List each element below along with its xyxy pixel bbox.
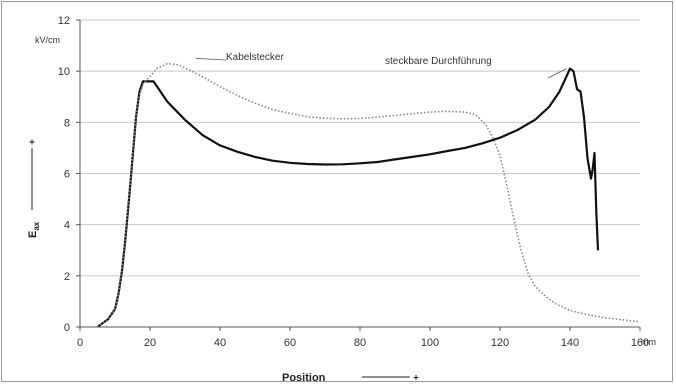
annotation-durchfuehrung: steckbare Durchführung — [385, 56, 492, 67]
x-tick-label: 100 — [421, 337, 439, 349]
y-axis-label: Eax — [27, 221, 41, 238]
x-unit-label: mm — [641, 337, 656, 347]
grid-lines — [80, 19, 640, 277]
annotation-leader-kabelstecker — [195, 57, 227, 61]
x-tick-label: 160 — [631, 337, 649, 349]
y-tick-label: 12 — [58, 15, 70, 27]
y-axis-label-main: E — [27, 231, 39, 238]
y-tick-label: 6 — [64, 169, 70, 181]
y-axis-label-sub: ax — [32, 221, 41, 230]
y-tick-labels: 0 2 4 6 8 10 12 — [58, 15, 80, 334]
x-tick-label: 0 — [77, 337, 83, 349]
x-tick-label: 20 — [144, 337, 156, 349]
x-tick-label: 120 — [491, 337, 509, 349]
annotation-kabelstecker: Kabelstecker — [226, 52, 284, 63]
y-tick-label: 10 — [58, 66, 70, 78]
y-tick-label: 2 — [64, 271, 70, 283]
x-tick-label: 40 — [214, 337, 226, 349]
y-axis-label-group: Eax — [27, 139, 41, 238]
annotations: Kabelstecker steckbare Durchführung — [195, 52, 567, 79]
y-unit-label: kV/cm — [35, 35, 60, 45]
x-tick-label: 60 — [284, 337, 296, 349]
y-tick-label: 0 — [64, 322, 70, 334]
x-tick-labels: 0 20 40 60 80 100 120 140 160 — [77, 327, 649, 349]
series-line-dotted — [97, 62, 641, 328]
x-tick-label: 80 — [354, 337, 366, 349]
y-tick-label: 4 — [64, 220, 70, 232]
y-tick-label: 8 — [64, 117, 70, 129]
annotation-leader-durchfuehrung — [547, 68, 567, 79]
x-axis-arrow — [362, 375, 419, 380]
series-line-solid — [96, 67, 600, 328]
x-tick-label: 140 — [561, 337, 579, 349]
x-axis-label: Position — [282, 372, 326, 384]
series-lines — [96, 62, 641, 328]
